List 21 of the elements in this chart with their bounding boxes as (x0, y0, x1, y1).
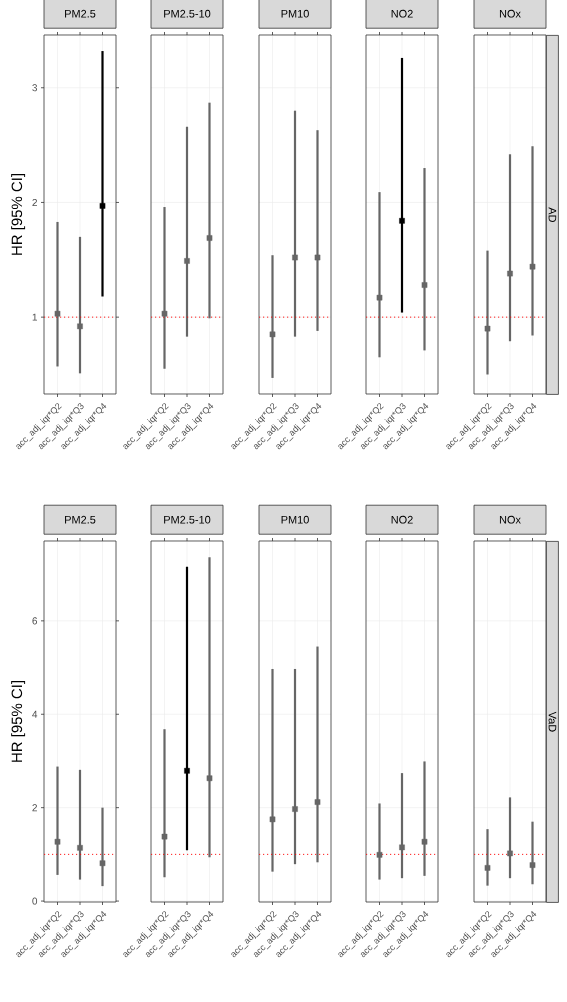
text: VaD (548, 711, 557, 732)
y-tick-label: 2 (32, 804, 37, 812)
chart-title: PM10 (281, 515, 309, 524)
chart-title: NO2 (391, 9, 413, 18)
chart-title: PM2.5 (65, 9, 96, 18)
chart-title: PM2.5-10 (164, 515, 211, 524)
y-tick-label: 3 (32, 84, 38, 92)
y-tick-label: 1 (32, 313, 37, 321)
y-axis-title: HR [95% CI] (11, 681, 26, 762)
y-tick-label: 6 (32, 617, 38, 625)
text: AD (548, 207, 557, 222)
y-tick-label: 0 (32, 897, 38, 905)
y-tick-label: 4 (32, 710, 38, 718)
chart-title: NOx (499, 9, 521, 18)
chart-title: PM10 (281, 9, 309, 18)
chart-title: NOx (499, 515, 521, 524)
y-tick-label: 2 (32, 198, 37, 206)
chart-title: PM2.5-10 (164, 9, 211, 18)
chart-title: NO2 (391, 515, 413, 524)
chart-title: PM2.5 (65, 515, 96, 524)
y-axis-title: HR [95% CI] (11, 174, 26, 255)
